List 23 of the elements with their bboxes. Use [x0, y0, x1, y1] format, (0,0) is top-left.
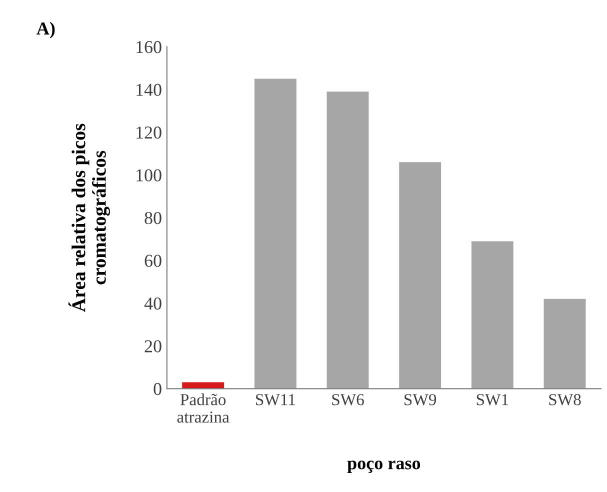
x-tick-label: SW11: [256, 394, 295, 406]
y-tick-label: 20: [144, 340, 162, 352]
y-tick-label: 80: [144, 212, 162, 224]
chart-title: A): [36, 22, 55, 38]
x-tick-label: SW9: [404, 394, 436, 406]
y-tick-label: 100: [136, 169, 162, 182]
y-tick-label: 40: [144, 297, 162, 310]
x-tick-label: Padrão atrazina: [177, 394, 230, 423]
y-tick-label: 140: [136, 84, 162, 96]
bar: [471, 241, 514, 389]
y-axis-title: Área relativa dos picos cromatográficos: [68, 124, 110, 312]
x-axis-title: poço raso: [347, 460, 420, 474]
y-tick-label: 160: [136, 41, 162, 54]
bar: [544, 298, 586, 389]
y-tick-label: 0: [154, 382, 162, 396]
bar: [254, 78, 296, 389]
x-tick-label: SW6: [332, 394, 364, 406]
y-tick-label: 60: [144, 254, 162, 267]
bar: [326, 92, 369, 389]
bar: [399, 162, 442, 389]
x-tick-label: SW1: [476, 394, 508, 406]
x-tick-label: SW8: [549, 394, 581, 406]
y-tick-label: 120: [136, 126, 162, 139]
